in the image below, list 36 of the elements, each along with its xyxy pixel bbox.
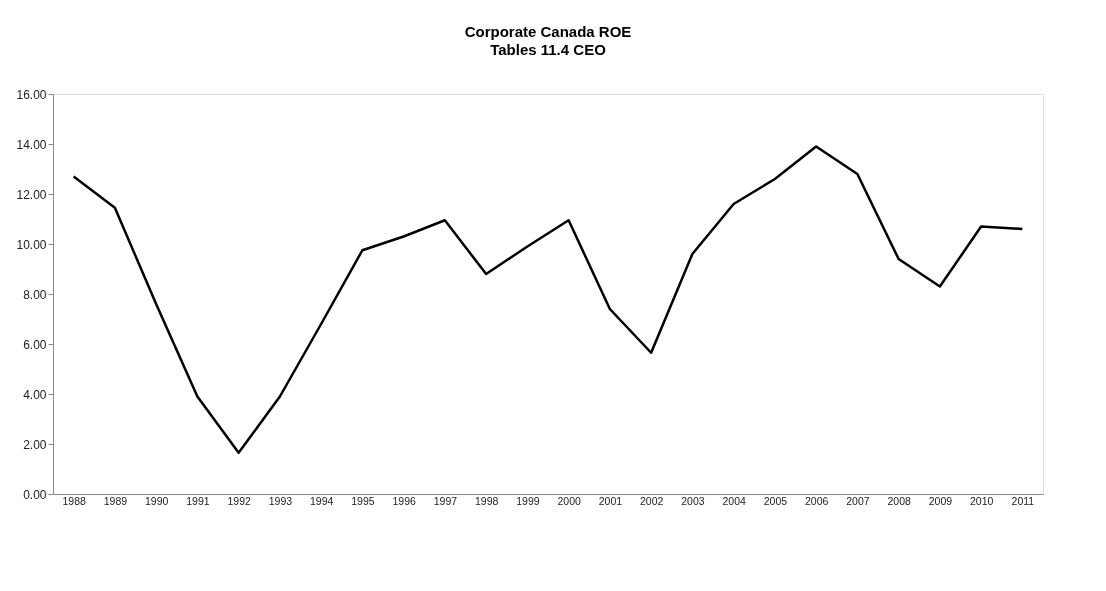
x-tick-label: 2001 <box>598 494 623 507</box>
x-tick-label: 1995 <box>351 494 375 507</box>
x-tick-label: 2000 <box>557 494 581 507</box>
y-tick-label: 2.00 <box>23 437 47 452</box>
chart-subtitle: Tables 11.4 CEO <box>490 41 607 58</box>
x-tick-label: 2003 <box>681 494 705 507</box>
y-tick-label: 14.00 <box>16 137 47 152</box>
x-tick-label: 2002 <box>639 494 664 507</box>
y-tick-label: 16.00 <box>16 87 47 102</box>
x-tick-label: 1992 <box>227 494 251 507</box>
x-tick-label: 1996 <box>392 494 416 507</box>
x-tick-label: 1988 <box>62 494 86 507</box>
line-series <box>72 145 1024 454</box>
y-tick-label: 12.00 <box>16 187 47 202</box>
y-tick-label: 0.00 <box>23 487 47 502</box>
x-tick-label: 1999 <box>516 494 540 507</box>
x-tick-label: 1994 <box>309 494 334 507</box>
x-tick-label: 1989 <box>103 494 128 507</box>
y-tick-label: 10.00 <box>16 237 47 252</box>
x-tick-label: 2010 <box>969 494 994 507</box>
x-tick-label: 2011 <box>1011 494 1035 507</box>
chart-title: Corporate Canada ROE <box>464 23 632 40</box>
x-tick-label: 2006 <box>804 494 829 507</box>
x-tick-label: 2004 <box>722 494 746 507</box>
x-tick-label: 1993 <box>268 494 293 507</box>
x-tick-label: 2007 <box>846 494 870 507</box>
x-tick-label: 1998 <box>474 494 499 507</box>
x-tick-label: 1991 <box>186 494 210 507</box>
y-tick-label: 4.00 <box>23 387 47 402</box>
x-tick-label: 2009 <box>928 494 953 507</box>
x-tick-label: 2008 <box>887 494 911 507</box>
y-tick-label: 8.00 <box>23 287 47 302</box>
x-tick-label: 1990 <box>144 494 169 507</box>
y-tick-label: 6.00 <box>23 337 47 352</box>
x-tick-label: 2005 <box>763 494 788 507</box>
x-tick-label: 1997 <box>433 494 458 507</box>
